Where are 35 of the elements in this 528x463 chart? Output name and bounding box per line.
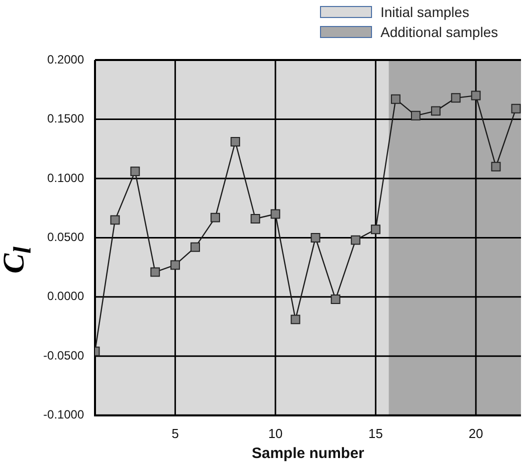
point [150,267,160,277]
point [130,166,140,176]
point [330,294,340,304]
point [190,242,200,252]
y-tick-label: 0.1500 [47,112,84,126]
y-tick-label: -0.0500 [43,348,84,362]
point [110,215,120,225]
point [170,260,180,270]
point [370,224,380,234]
point [230,137,240,146]
point [210,212,220,222]
point [350,235,360,245]
y-tick-label: 0.0500 [47,230,84,244]
x-tick-label: 15 [368,426,383,441]
x-tick-label: 10 [268,426,283,441]
point [431,106,441,116]
x-axis-title: Sample number [252,445,364,462]
point [511,104,521,114]
point [250,214,260,224]
legend-label: Additional samples [380,24,498,40]
x-tick-label: 20 [468,426,484,441]
x-tick-label: 5 [172,426,179,441]
y-tick-label: 0.2000 [47,52,84,66]
y-tick-label: 0.1000 [47,170,84,185]
y-tick-label: 0.0000 [47,289,84,304]
point [270,209,280,219]
y-tick-label: -0.1000 [43,408,84,422]
point [491,162,501,172]
point [310,232,320,242]
band-label: Initial samples [380,4,470,20]
point [411,110,420,120]
point [451,93,461,103]
point [390,94,400,104]
point [290,314,300,324]
point [471,90,481,100]
